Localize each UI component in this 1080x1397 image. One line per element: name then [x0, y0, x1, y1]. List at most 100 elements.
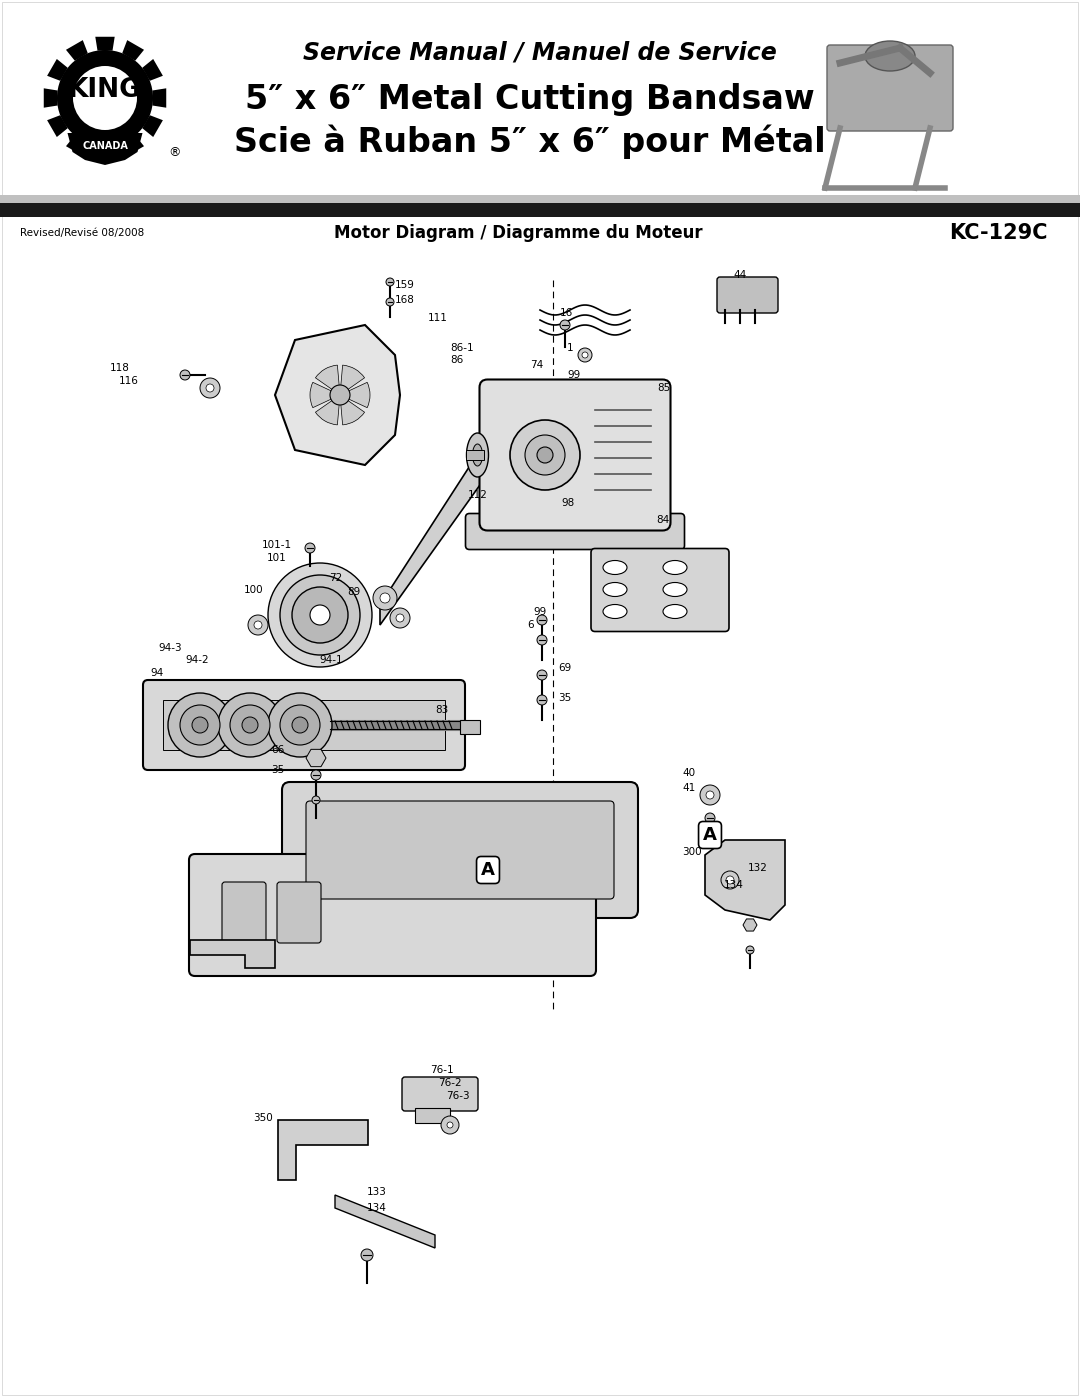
Circle shape	[390, 608, 410, 629]
Wedge shape	[340, 383, 370, 408]
Circle shape	[254, 622, 262, 629]
Text: Motor Diagram / Diagramme du Moteur: Motor Diagram / Diagramme du Moteur	[334, 224, 703, 242]
Text: 133: 133	[367, 1187, 387, 1197]
Text: 41: 41	[681, 782, 696, 793]
Text: 89: 89	[347, 587, 361, 597]
FancyBboxPatch shape	[306, 800, 615, 900]
Text: 1: 1	[567, 344, 573, 353]
Text: 300: 300	[681, 847, 702, 856]
Text: 83: 83	[435, 705, 448, 715]
Circle shape	[268, 693, 332, 757]
Polygon shape	[48, 59, 68, 81]
FancyBboxPatch shape	[402, 1077, 478, 1111]
Ellipse shape	[663, 560, 687, 574]
Text: 99: 99	[567, 370, 580, 380]
Text: A: A	[481, 861, 495, 879]
Circle shape	[268, 563, 372, 666]
FancyBboxPatch shape	[189, 854, 596, 977]
Bar	[0, 196, 1080, 203]
Circle shape	[310, 605, 330, 624]
Wedge shape	[315, 365, 340, 395]
Circle shape	[537, 671, 546, 680]
Polygon shape	[380, 437, 488, 624]
Text: 66: 66	[271, 745, 284, 754]
Polygon shape	[122, 41, 144, 60]
Text: 6: 6	[527, 620, 534, 630]
Circle shape	[242, 717, 258, 733]
Circle shape	[280, 576, 360, 655]
Text: 132: 132	[748, 863, 768, 873]
Text: Service Manual / Manuel de Service: Service Manual / Manuel de Service	[303, 41, 777, 64]
Circle shape	[248, 615, 268, 636]
Text: CANADA: CANADA	[82, 141, 127, 151]
Wedge shape	[340, 395, 365, 425]
Circle shape	[280, 705, 320, 745]
Circle shape	[386, 278, 394, 286]
Circle shape	[537, 636, 546, 645]
Circle shape	[525, 434, 565, 475]
Polygon shape	[122, 136, 144, 156]
Circle shape	[582, 352, 588, 358]
Circle shape	[721, 870, 739, 888]
Text: 86-1: 86-1	[450, 344, 474, 353]
Text: 168: 168	[395, 295, 415, 305]
Circle shape	[441, 1116, 459, 1134]
Ellipse shape	[603, 605, 627, 619]
Ellipse shape	[603, 583, 627, 597]
Polygon shape	[190, 940, 275, 968]
FancyBboxPatch shape	[276, 882, 321, 943]
Circle shape	[361, 1249, 373, 1261]
Wedge shape	[310, 383, 340, 408]
Circle shape	[200, 379, 220, 398]
Text: KC-129C: KC-129C	[949, 224, 1048, 243]
Text: 350: 350	[253, 1113, 273, 1123]
Circle shape	[180, 370, 190, 380]
Polygon shape	[44, 88, 57, 108]
Circle shape	[537, 447, 553, 462]
Text: 98: 98	[561, 497, 575, 509]
Text: 35: 35	[558, 693, 571, 703]
Ellipse shape	[467, 433, 488, 476]
Polygon shape	[143, 59, 163, 81]
Circle shape	[180, 705, 220, 745]
Text: 94-2: 94-2	[185, 655, 208, 665]
Text: 44: 44	[733, 270, 746, 279]
Circle shape	[292, 587, 348, 643]
Polygon shape	[95, 36, 114, 50]
Circle shape	[386, 298, 394, 306]
Circle shape	[305, 543, 315, 553]
Bar	[0, 203, 1080, 217]
FancyBboxPatch shape	[465, 514, 685, 549]
Wedge shape	[315, 395, 340, 425]
Text: 100: 100	[244, 585, 264, 595]
Text: 111: 111	[428, 313, 448, 323]
FancyBboxPatch shape	[717, 277, 778, 313]
Text: 72: 72	[329, 573, 342, 583]
Polygon shape	[66, 136, 87, 156]
Circle shape	[380, 592, 390, 604]
Text: 159: 159	[395, 279, 415, 291]
Bar	[460, 719, 480, 733]
Text: 35: 35	[271, 766, 284, 775]
Text: 76-2: 76-2	[438, 1078, 461, 1088]
Circle shape	[537, 694, 546, 705]
Polygon shape	[743, 919, 757, 930]
FancyBboxPatch shape	[222, 882, 266, 943]
Text: KING: KING	[68, 77, 141, 103]
Text: 84: 84	[656, 515, 670, 525]
Circle shape	[510, 420, 580, 490]
Polygon shape	[278, 1120, 368, 1180]
Text: Revised/Revisé 08/2008: Revised/Revisé 08/2008	[21, 228, 145, 237]
Text: ®: ®	[168, 147, 181, 159]
Circle shape	[578, 348, 592, 362]
Text: 86: 86	[450, 355, 463, 365]
Text: 116: 116	[119, 376, 139, 386]
Polygon shape	[306, 749, 326, 767]
Circle shape	[218, 693, 282, 757]
Circle shape	[373, 585, 397, 610]
Text: 101-1: 101-1	[262, 541, 292, 550]
Text: 99: 99	[534, 608, 546, 617]
Circle shape	[706, 791, 714, 799]
Text: 94: 94	[150, 668, 163, 678]
Circle shape	[396, 615, 404, 622]
